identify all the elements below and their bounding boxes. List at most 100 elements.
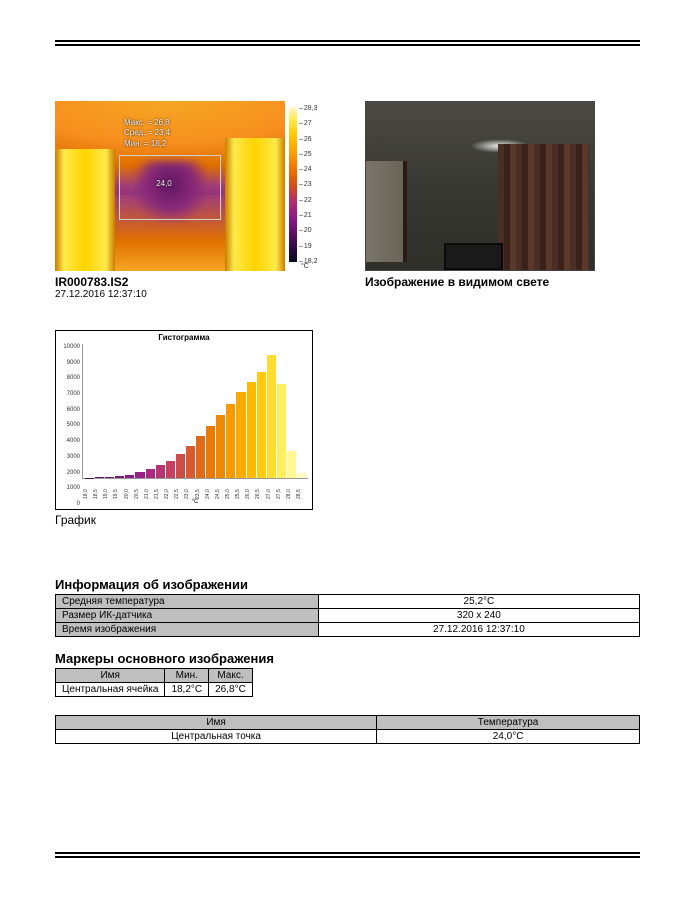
hist-bar xyxy=(105,477,114,478)
scale-gradient-bar xyxy=(289,107,297,262)
table-row: Центральная точка24,0°C xyxy=(56,730,640,744)
scale-tick: 27 xyxy=(299,120,318,127)
scale-tick: 21 xyxy=(299,212,318,219)
hist-xtick: 21,0 xyxy=(145,479,154,499)
hist-xtick: 27,0 xyxy=(267,479,276,499)
hist-xtick: 18,5 xyxy=(94,479,103,499)
hist-ytick: 3000 xyxy=(60,454,80,460)
markers-cell: 26,8°C xyxy=(209,683,253,697)
ir-thermal-image: Макс. = 26,8 Сред. = 23,4 Мин. = 18,2 24… xyxy=(55,101,285,271)
ir-timestamp: 27.12.2016 12:37:10 xyxy=(55,289,325,300)
info-table: Средняя температура25,2°CРазмер ИК-датчи… xyxy=(55,594,640,637)
histogram-bars xyxy=(82,344,308,479)
hist-xtick: 19,0 xyxy=(104,479,113,499)
hist-bar xyxy=(236,392,245,478)
visible-light-image xyxy=(365,101,595,271)
markers-col-header: Макс. xyxy=(209,669,253,683)
hist-bar xyxy=(186,446,195,478)
ir-overlay-max: Макс. = 26,8 xyxy=(124,118,170,128)
ir-composite: Макс. = 26,8 Сред. = 23,4 Мин. = 18,2 24… xyxy=(55,101,325,271)
scale-tick: 25 xyxy=(299,151,318,158)
scale-tick: 24 xyxy=(299,166,318,173)
hist-bar xyxy=(247,382,256,478)
markers-cell: Центральная ячейка xyxy=(56,683,165,697)
bottom-double-rule xyxy=(55,852,640,858)
histogram-block: Гистограмма 1000090008000700060005000400… xyxy=(55,330,325,527)
hist-bar xyxy=(95,477,104,478)
scale-tick: 23 xyxy=(299,181,318,188)
hist-xtick: 26,5 xyxy=(256,479,265,499)
temp-cell: Центральная точка xyxy=(56,730,377,744)
info-label-cell: Время изображения xyxy=(56,623,319,637)
hist-xtick: 28,5 xyxy=(297,479,306,499)
hist-bar xyxy=(176,454,185,478)
hist-bar xyxy=(226,404,235,478)
info-value-cell: 320 x 240 xyxy=(318,609,639,623)
histogram-x-axis: 18,018,519,019,520,020,521,021,522,022,5… xyxy=(82,479,308,499)
ir-overlay-avg: Сред. = 23,4 xyxy=(124,128,170,138)
hist-ytick: 0 xyxy=(60,501,80,507)
info-label-cell: Размер ИК-датчика xyxy=(56,609,319,623)
visible-caption: Изображение в видимом свете xyxy=(365,275,595,289)
ir-block: Макс. = 26,8 Сред. = 23,4 Мин. = 18,2 24… xyxy=(55,101,325,300)
hist-ytick: 2000 xyxy=(60,470,80,476)
visible-block: Изображение в видимом свете xyxy=(365,101,595,289)
hist-xtick: 25,5 xyxy=(236,479,245,499)
hist-xtick: 24,5 xyxy=(216,479,225,499)
hist-bar xyxy=(196,436,205,478)
hist-xtick: 27,5 xyxy=(277,479,286,499)
hist-ytick: 4000 xyxy=(60,438,80,444)
ir-overlay-stats: Макс. = 26,8 Сред. = 23,4 Мин. = 18,2 xyxy=(124,118,170,149)
scale-tick: 28,3 xyxy=(299,105,318,112)
hist-bar xyxy=(135,472,144,478)
histogram-chart: Гистограмма 1000090008000700060005000400… xyxy=(55,330,313,510)
temp-col-header: Имя xyxy=(56,716,377,730)
hist-bar xyxy=(206,426,215,478)
hist-bar xyxy=(267,355,276,478)
hist-bar xyxy=(166,461,175,478)
info-section-title: Информация об изображении xyxy=(55,577,640,592)
info-value-cell: 25,2°C xyxy=(318,595,639,609)
markers-table: ИмяМин.Макс. Центральная ячейка18,2°C26,… xyxy=(55,668,253,697)
hist-xtick: 18,0 xyxy=(84,479,93,499)
hist-bar xyxy=(277,384,286,478)
scale-tick: 20 xyxy=(299,227,318,234)
histogram-title: Гистограмма xyxy=(56,331,312,344)
table-row: Средняя температура25,2°C xyxy=(56,595,640,609)
hist-bar xyxy=(287,451,296,478)
markers-col-header: Имя xyxy=(56,669,165,683)
hist-bar xyxy=(257,372,266,478)
scale-tick: 26 xyxy=(299,136,318,143)
hist-ytick: 1000 xyxy=(60,485,80,491)
hist-xtick: 23,5 xyxy=(196,479,205,499)
histogram-caption: График xyxy=(55,513,325,527)
markers-col-header: Мин. xyxy=(165,669,209,683)
histogram-y-axis: 1000090008000700060005000400030002000100… xyxy=(60,344,82,507)
hist-ytick: 9000 xyxy=(60,360,80,366)
table-row: Время изображения27.12.2016 12:37:10 xyxy=(56,623,640,637)
scale-tick: 19 xyxy=(299,243,318,250)
scale-ticks: 28,327262524232221201918,2 xyxy=(299,105,318,265)
hist-bar xyxy=(297,473,306,478)
ir-color-scale: 28,327262524232221201918,2 °C xyxy=(285,101,325,271)
hist-xtick: 22,5 xyxy=(175,479,184,499)
hist-ytick: 7000 xyxy=(60,391,80,397)
table-row: Размер ИК-датчика320 x 240 xyxy=(56,609,640,623)
hist-bar xyxy=(115,476,124,478)
top-double-rule xyxy=(55,40,640,46)
hist-xtick: 23,0 xyxy=(185,479,194,499)
table-row: Центральная ячейка18,2°C26,8°C xyxy=(56,683,253,697)
markers-section-title: Маркеры основного изображения xyxy=(55,651,640,666)
temp-cell: 24,0°C xyxy=(377,730,640,744)
ir-filename: IR000783.IS2 xyxy=(55,275,325,289)
ir-overlay-min: Мин. = 18,2 xyxy=(124,139,170,149)
hist-ytick: 6000 xyxy=(60,407,80,413)
hist-xtick: 24,0 xyxy=(206,479,215,499)
temperature-table: ИмяТемпература Центральная точка24,0°C xyxy=(55,715,640,744)
hist-xtick: 20,0 xyxy=(125,479,134,499)
hist-xtick: 19,5 xyxy=(114,479,123,499)
histogram-x-label: °C xyxy=(82,499,308,507)
scale-unit: °C xyxy=(301,263,309,270)
hist-bar xyxy=(125,475,134,478)
images-row: Макс. = 26,8 Сред. = 23,4 Мин. = 18,2 24… xyxy=(55,101,640,300)
